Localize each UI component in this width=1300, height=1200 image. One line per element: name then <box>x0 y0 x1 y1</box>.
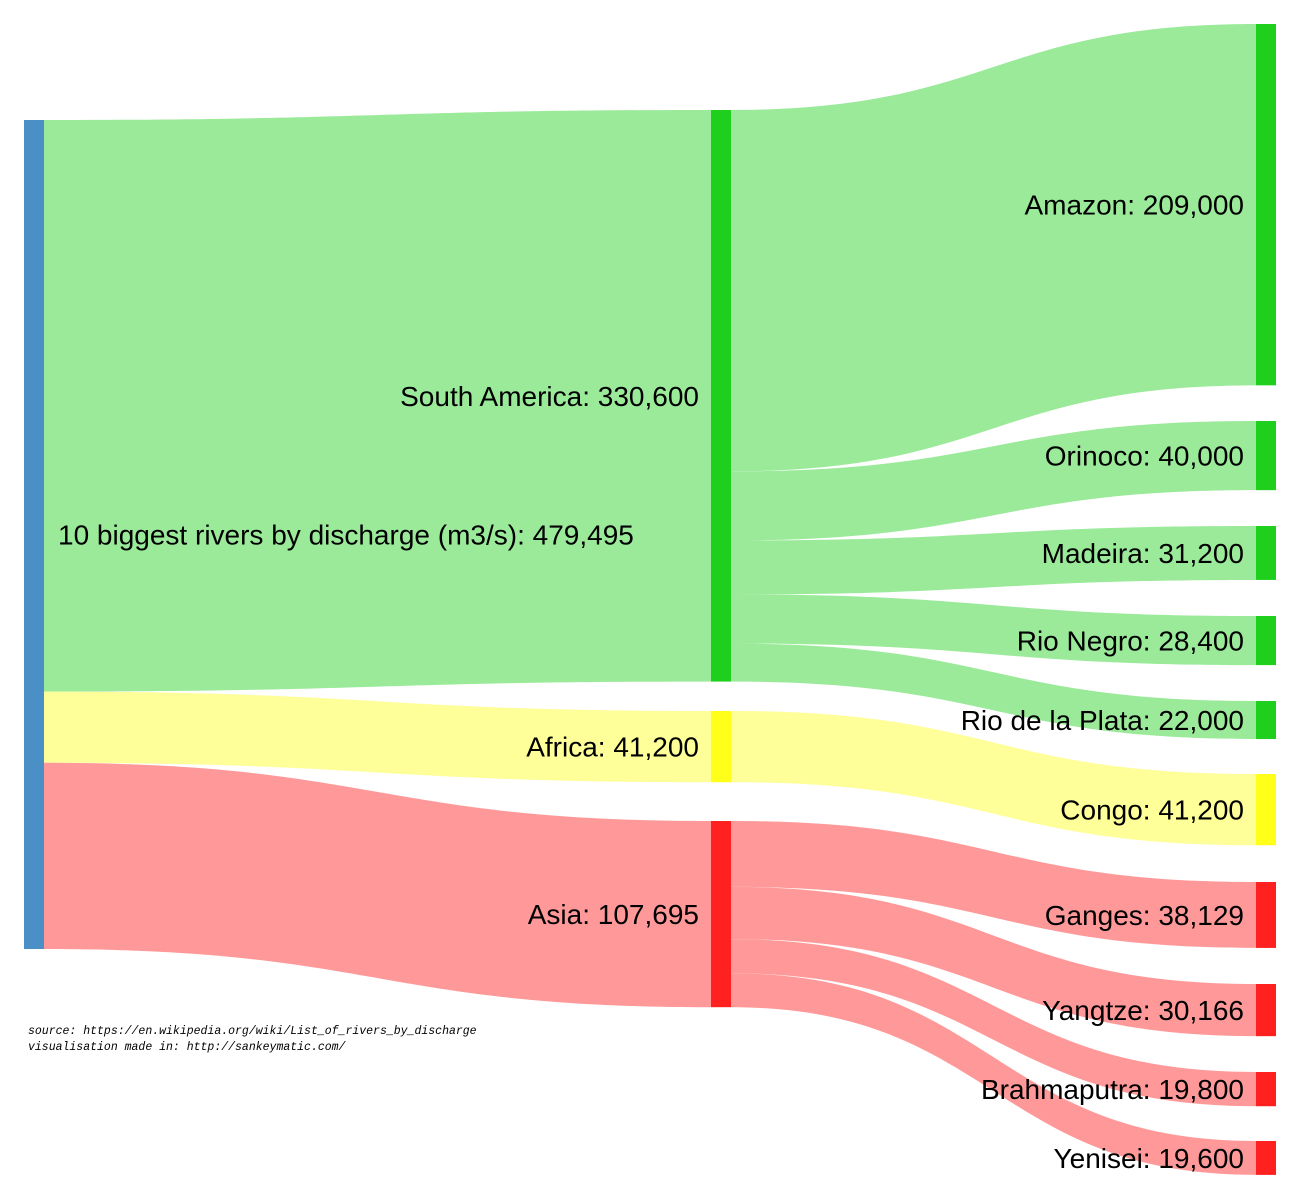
node-bar-asia <box>711 821 731 1008</box>
node-bars <box>24 24 1276 1175</box>
credits: source: https://en.wikipedia.org/wiki/Li… <box>28 1024 477 1056</box>
node-bar-congo <box>1256 774 1276 846</box>
flow-total-to-asia <box>44 762 711 1008</box>
source-credit: source: https://en.wikipedia.org/wiki/Li… <box>28 1025 477 1038</box>
node-label-asia: Asia: 107,695 <box>528 899 699 930</box>
flow-south_america-to-amazon <box>731 24 1256 472</box>
flow-south_america-to-rio_negro <box>731 594 1256 666</box>
node-bar-amazon <box>1256 24 1276 386</box>
flow-asia-to-yangtze <box>731 886 1256 1037</box>
node-label-brahmaputra: Brahmaputra: 19,800 <box>981 1074 1244 1105</box>
node-label-rio-negro: Rio Negro: 28,400 <box>1017 626 1244 657</box>
node-labels: 10 biggest rivers by discharge (m3/s): 4… <box>58 190 1244 1174</box>
flow-asia-to-brahmaputra <box>731 939 1256 1107</box>
flows <box>44 24 1256 1175</box>
node-bar-brahmaputra <box>1256 1072 1276 1107</box>
node-label-africa: Africa: 41,200 <box>526 732 699 763</box>
node-label-ganges: Ganges: 38,129 <box>1045 900 1244 931</box>
node-bar-madeira <box>1256 526 1276 580</box>
node-bar-africa <box>711 711 731 783</box>
node-label-orinoco: Orinoco: 40,000 <box>1045 441 1244 472</box>
node-label-congo: Congo: 41,200 <box>1060 795 1244 826</box>
node-bar-total <box>24 120 44 949</box>
flow-south_america-to-madeira <box>731 526 1256 595</box>
flow-asia-to-ganges <box>731 821 1256 948</box>
node-label-rio-de-la-plata: Rio de la Plata: 22,000 <box>961 705 1244 736</box>
node-bar-rio-negro <box>1256 616 1276 666</box>
node-label-madeira: Madeira: 31,200 <box>1042 538 1244 569</box>
tool-credit: visualisation made in: http://sankeymati… <box>28 1041 346 1054</box>
flow-total-to-south_america <box>44 110 711 692</box>
flow-africa-to-congo <box>731 711 1256 846</box>
flow-asia-to-yenisei <box>731 973 1256 1175</box>
flow-south_america-to-orinoco <box>731 421 1256 541</box>
flow-south_america-to-rio_de_la_plata <box>731 643 1256 740</box>
flow-total-to-africa <box>44 691 711 783</box>
node-bar-yangtze <box>1256 984 1276 1037</box>
node-label-amazon: Amazon: 209,000 <box>1025 190 1245 221</box>
node-bar-ganges <box>1256 882 1276 948</box>
node-bar-south-america <box>711 110 731 682</box>
node-label-yenisei: Yenisei: 19,600 <box>1054 1143 1244 1174</box>
node-bar-rio-de-la-plata <box>1256 701 1276 740</box>
node-label-yangtze: Yangtze: 30,166 <box>1042 995 1244 1026</box>
node-bar-orinoco <box>1256 421 1276 491</box>
node-bar-yenisei <box>1256 1141 1276 1175</box>
node-label-total: 10 biggest rivers by discharge (m3/s): 4… <box>58 520 634 551</box>
node-label-south-america: South America: 330,600 <box>400 381 699 412</box>
